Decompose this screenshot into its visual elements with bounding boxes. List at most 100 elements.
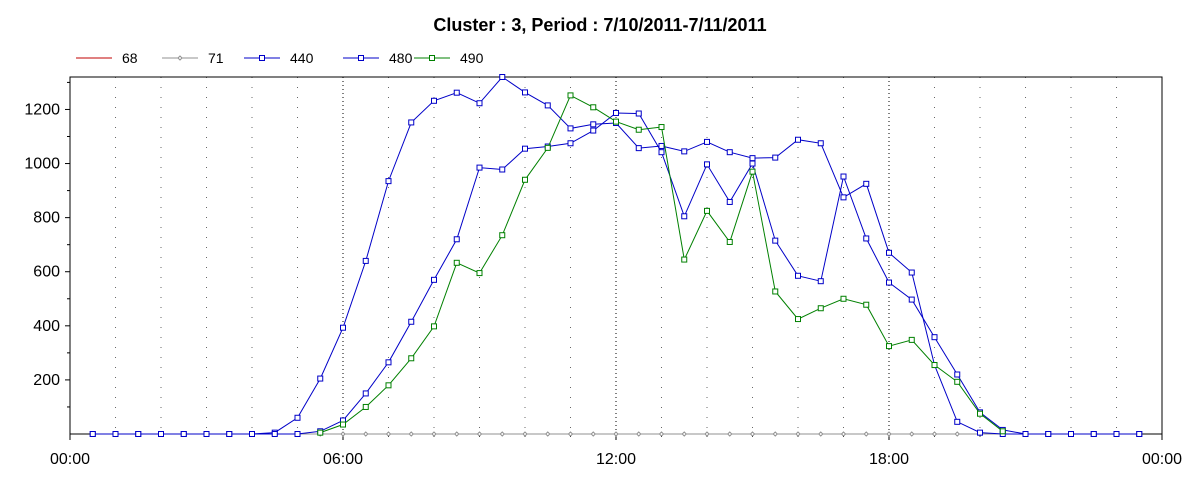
data-point [522, 89, 528, 96]
series-layer [89, 74, 1143, 437]
data-point [431, 431, 437, 437]
data-point [499, 166, 506, 173]
legend-label: 480 [389, 50, 413, 66]
data-point [567, 125, 574, 132]
data-point [908, 336, 915, 343]
legend-item-490: 490 [414, 50, 484, 66]
data-point [1136, 431, 1143, 437]
data-point [817, 140, 824, 147]
data-point [795, 272, 801, 279]
data-point [772, 237, 779, 244]
data-point [840, 431, 847, 437]
data-point [476, 431, 483, 437]
data-point [749, 431, 756, 437]
legend-item-440: 440 [244, 50, 314, 66]
data-point [908, 296, 915, 303]
chart-title: Cluster : 3, Period : 7/10/2011-7/11/201… [433, 15, 766, 35]
data-point [977, 410, 983, 417]
data-point [408, 431, 414, 437]
data-point [749, 168, 756, 175]
y-tick-label: 600 [33, 264, 60, 281]
y-tick-label: 1000 [24, 156, 60, 173]
data-point [135, 431, 142, 437]
data-point [863, 235, 870, 242]
data-point [453, 236, 460, 243]
data-point [544, 102, 551, 109]
data-point [954, 371, 961, 378]
data-point [408, 355, 415, 362]
data-point [499, 431, 505, 437]
data-point [635, 110, 642, 117]
data-point [453, 89, 460, 96]
x-tick-label: 06:00 [323, 451, 363, 468]
data-point [726, 149, 733, 156]
data-point [772, 154, 779, 161]
data-point [544, 144, 551, 151]
data-point [454, 431, 460, 437]
data-point [1045, 431, 1052, 437]
data-point [704, 207, 710, 214]
data-point [522, 176, 528, 183]
data-point [817, 278, 824, 285]
data-point [499, 232, 506, 239]
data-point [840, 295, 847, 302]
data-point [886, 279, 892, 286]
data-point [886, 431, 892, 437]
data-point [908, 269, 915, 276]
data-point [681, 148, 688, 155]
y-tick-label: 1200 [24, 101, 60, 118]
data-point [931, 334, 938, 341]
data-point [567, 431, 574, 437]
data-point [704, 138, 710, 145]
data-point [863, 301, 870, 308]
data-point [977, 429, 983, 436]
data-point [340, 421, 346, 428]
legend: 68 71 440 480 490 [76, 50, 484, 66]
legend-label: 490 [460, 50, 484, 66]
data-point [681, 431, 687, 437]
data-point [772, 431, 778, 437]
data-point [453, 259, 460, 266]
y-tick-label: 200 [33, 372, 60, 389]
data-point [635, 126, 642, 133]
data-point [112, 431, 119, 437]
y-tick-label: 400 [33, 318, 60, 335]
data-point [863, 431, 869, 437]
legend-label: 440 [290, 50, 314, 66]
data-point [954, 418, 961, 425]
data-point [613, 109, 619, 116]
data-point [590, 104, 597, 111]
data-point [431, 276, 437, 283]
legend-marker [259, 55, 265, 61]
data-point [795, 431, 801, 437]
data-point [909, 431, 915, 437]
data-point [727, 431, 733, 437]
x-tick-label: 00:00 [1142, 451, 1182, 468]
data-point [590, 121, 597, 128]
legend-marker [177, 55, 183, 61]
data-point [522, 431, 528, 437]
data-point [294, 414, 301, 421]
data-point [476, 270, 483, 277]
data-point [886, 343, 892, 350]
data-point [431, 323, 437, 330]
data-point [180, 431, 187, 437]
data-point [886, 249, 892, 256]
data-point [658, 149, 665, 156]
data-point [658, 142, 665, 149]
data-point [499, 74, 506, 80]
data-point [840, 173, 847, 180]
data-point [294, 431, 301, 437]
data-point [818, 431, 824, 437]
legend-item-71: 71 [162, 50, 224, 66]
legend-item-68: 68 [76, 50, 138, 66]
data-point [385, 359, 392, 366]
data-point [385, 382, 392, 389]
data-point [408, 119, 415, 126]
data-point [817, 305, 824, 312]
data-point [999, 428, 1006, 435]
data-point [658, 431, 665, 437]
data-point [340, 431, 346, 437]
